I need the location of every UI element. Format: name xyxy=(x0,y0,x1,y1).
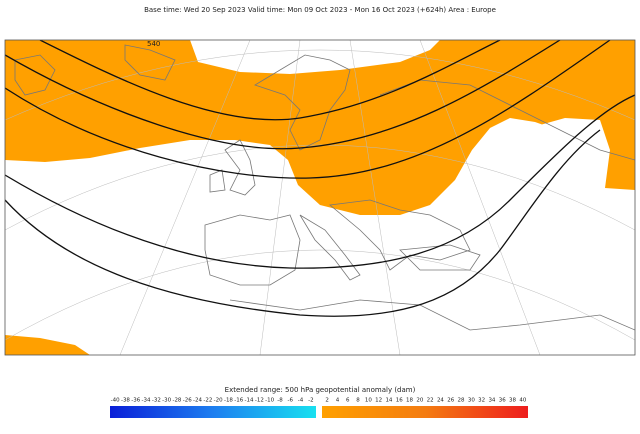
colorbar-tick-label: -16 xyxy=(234,398,243,404)
colorbar-tick-label: -24 xyxy=(193,398,202,404)
colorbar-tick-label: -4 xyxy=(298,398,304,404)
colorbar-tick-label: -2 xyxy=(308,398,313,404)
graticule xyxy=(5,40,635,355)
colorbar-tick-label: 8 xyxy=(356,398,360,404)
colorbar-tick-label: 24 xyxy=(437,398,444,404)
colorbar-tick-label: -30 xyxy=(162,398,171,404)
colorbar-tick-label: 12 xyxy=(375,398,382,404)
colorbar-tick-label: -18 xyxy=(224,398,233,404)
colorbar-tick-label: 4 xyxy=(336,398,340,404)
colorbar-tick-label: -14 xyxy=(245,398,254,404)
colorbar-tick-label: 16 xyxy=(396,398,403,404)
contour-label: 540 xyxy=(147,40,160,48)
colorbar-tick-label: 36 xyxy=(499,398,506,404)
contours xyxy=(5,40,635,317)
colorbar-ticks: -40 -38 -36 -34 -32 -30 -28 -26 -24 -22 -20 -18 -16-… xyxy=(111,398,527,404)
colorbar-tick-label: 6 xyxy=(346,398,350,404)
colorbar-tick-label: 30 xyxy=(468,398,475,404)
colorbar-tick-label: 22 xyxy=(427,398,434,404)
colorbar-tick-label: -32 xyxy=(152,398,161,404)
colorbar-tick-label: -22 xyxy=(203,398,212,404)
colorbar-positive xyxy=(322,406,528,418)
colorbar-tick-label: 32 xyxy=(478,398,485,404)
colorbar-negative xyxy=(110,406,316,418)
colorbar-tick-label: -34 xyxy=(142,398,151,404)
colorbar-tick-label: 38 xyxy=(509,398,516,404)
colorbar-tick-label: -8 xyxy=(277,398,283,404)
colorbar-tick-label: -10 xyxy=(265,398,274,404)
map-frame xyxy=(4,39,636,356)
colorbar-tick-label: 26 xyxy=(447,398,454,404)
colorbar-tick-label: -28 xyxy=(172,398,181,404)
coastlines xyxy=(14,44,635,331)
colorbar-tick-label: -36 xyxy=(131,398,140,404)
colorbar-tick-label: 28 xyxy=(458,398,465,404)
colorbar-tick-label: 40 xyxy=(519,398,526,404)
colorbar-tick-label: -12 xyxy=(255,398,264,404)
anomaly-area xyxy=(5,40,635,215)
header-title: Base time: Wed 20 Sep 2023 Valid time: M… xyxy=(144,6,496,14)
colorbar-tick-label: -26 xyxy=(183,398,192,404)
anomaly-area xyxy=(5,335,90,355)
colorbar-tick-label: 14 xyxy=(385,398,392,404)
colorbar-tick-label: 34 xyxy=(488,398,495,404)
colorbar-tick-label: 10 xyxy=(365,398,372,404)
colorbar-tick-label: -38 xyxy=(121,398,130,404)
colorbar-tick-label: -20 xyxy=(214,398,223,404)
legend-title: Extended range: 500 hPa geopotential ano… xyxy=(225,386,416,394)
colorbar-tick-label: -40 xyxy=(111,398,120,404)
colorbar-tick-label: 2 xyxy=(325,398,329,404)
map: 540 xyxy=(5,40,635,355)
colorbar-tick-label: 20 xyxy=(416,398,423,404)
colorbar-tick-label: -6 xyxy=(288,398,294,404)
colorbar-tick-label: 18 xyxy=(406,398,413,404)
